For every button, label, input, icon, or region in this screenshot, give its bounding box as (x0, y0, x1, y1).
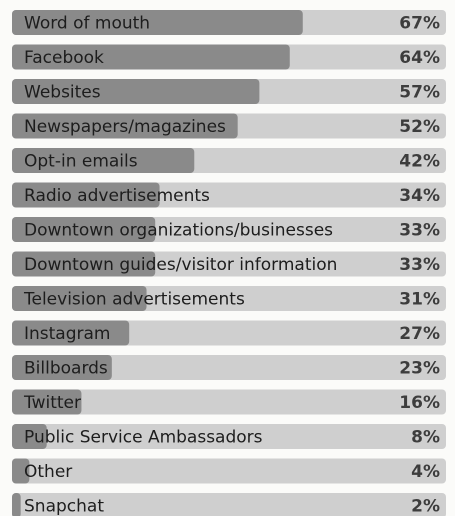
bar-track (12, 424, 446, 449)
bar (12, 389, 82, 415)
bar-label: Opt-in emails (24, 152, 138, 172)
bar-label: Billboards (24, 359, 108, 379)
bar-track (12, 458, 446, 484)
value-label: 23% (399, 359, 440, 379)
bar (12, 79, 260, 104)
bar-label: Snapchat (24, 497, 104, 516)
bar-label: Instagram (24, 324, 111, 344)
bar-label: Facebook (24, 48, 104, 68)
value-label: 67% (399, 14, 440, 34)
bar-track (12, 389, 446, 415)
value-label: 27% (399, 324, 440, 344)
bar-label: Television advertisements (23, 290, 245, 310)
bar-track (12, 355, 446, 380)
value-label: 52% (399, 117, 440, 137)
bar-label: Websites (24, 83, 101, 103)
bar-label: Other (24, 462, 72, 482)
value-label: 8% (411, 428, 440, 448)
value-label: 64% (399, 48, 440, 68)
bar (12, 355, 112, 380)
bar (12, 320, 130, 346)
bar (12, 113, 238, 139)
bar-label: Public Service Ambassadors (24, 428, 263, 448)
bar (12, 286, 147, 311)
bar-label: Radio advertisements (24, 186, 210, 206)
bar-track (12, 493, 446, 516)
bar (12, 44, 290, 70)
bar (12, 458, 30, 484)
value-label: 4% (411, 462, 440, 482)
value-label: 33% (399, 255, 440, 275)
bar-label: Downtown guides/visitor information (24, 255, 337, 275)
value-label: 34% (399, 186, 440, 206)
bar-label: Newspapers/magazines (24, 117, 226, 137)
bar (12, 217, 156, 242)
bar (12, 424, 47, 449)
value-label: 33% (399, 221, 440, 241)
bar (12, 148, 195, 173)
bar-label: Twitter (23, 393, 81, 413)
bar-label: Downtown organizations/businesses (24, 221, 333, 241)
value-label: 31% (399, 290, 440, 310)
bar (12, 251, 156, 277)
bar-label: Word of mouth (24, 14, 150, 34)
bar (12, 10, 303, 35)
value-label: 16% (399, 393, 440, 413)
value-label: 57% (399, 83, 440, 103)
bar (12, 182, 160, 208)
value-label: 2% (411, 497, 440, 516)
bar (12, 493, 21, 516)
value-label: 42% (399, 152, 440, 172)
